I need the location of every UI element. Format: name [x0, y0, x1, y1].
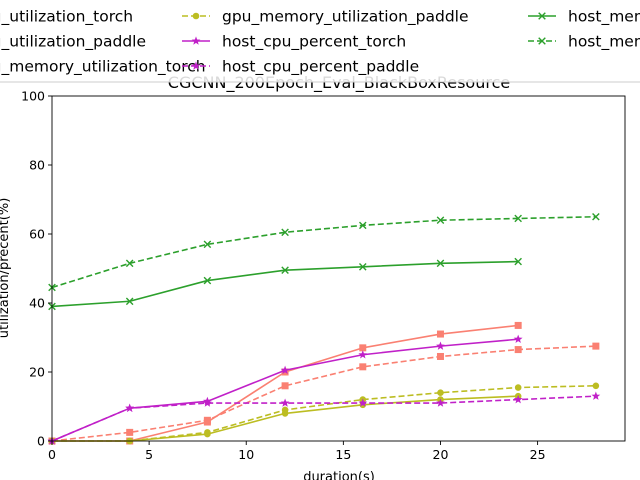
legend-item: gpu_memory_utilization_torch [0, 58, 206, 77]
y-tick-label: 100 [21, 89, 45, 104]
legend-label: gpu_utilization_paddle [0, 33, 146, 52]
legend-item: gpu_utilization_paddle [0, 33, 146, 52]
data-point [203, 416, 211, 424]
series-host_cpu_percent_paddle [47, 391, 601, 445]
legend-label: host_memory_utilization_torch [568, 8, 640, 27]
data-point [592, 212, 600, 221]
data-point [359, 363, 367, 371]
x-tick-label: 0 [48, 447, 56, 462]
x-tick-label: 15 [335, 447, 351, 462]
legend: gpu_utilization_torch gpu_utilization_pad… [0, 0, 640, 83]
legend-label: host_cpu_percent_torch [222, 33, 406, 52]
y-tick-label: 0 [37, 434, 45, 449]
axes: 0 5 10 15 20 25 0 20 40 60 80 100 [21, 89, 626, 462]
data-point [514, 214, 522, 223]
data-point [281, 228, 289, 237]
data-point [358, 398, 368, 407]
y-axis-label: utilization/precent(%) [0, 198, 12, 339]
legend-label: gpu_memory_utilization_torch [0, 58, 206, 77]
y-tick-label: 40 [29, 296, 45, 311]
data-point [513, 334, 523, 343]
legend-item: host_memory_utilization_torch [528, 8, 640, 27]
legend-label: host_cpu_percent_paddle [222, 58, 419, 77]
data-point [514, 384, 522, 391]
data-point [280, 398, 290, 407]
data-point [281, 382, 289, 390]
data-point [358, 221, 367, 230]
legend-marker [191, 61, 201, 70]
series-host_cpu_percent_torch [47, 334, 523, 445]
data-point [436, 330, 444, 338]
data-point [514, 346, 522, 354]
data-point [125, 403, 135, 412]
data-point [281, 406, 289, 414]
data-point [204, 429, 211, 436]
series-line [51, 338, 519, 442]
data-point [592, 382, 600, 390]
data-point [203, 398, 212, 407]
series-line [51, 215, 596, 289]
data-point [591, 391, 601, 400]
axes-frame [51, 95, 626, 442]
series-line [51, 395, 596, 442]
data-point [126, 428, 134, 436]
data-point [513, 395, 523, 404]
data-point [592, 342, 600, 350]
legend-item: host_cpu_percent_torch [182, 33, 406, 52]
series-line [52, 385, 596, 442]
x-tick-label: 25 [530, 447, 546, 462]
legend-item: gpu_memory_utilization_paddle [182, 8, 469, 27]
data-point [280, 365, 290, 374]
legend-box [0, 0, 640, 83]
legend-marker [538, 37, 546, 45]
legend-item: gpu_utilization_torch [0, 8, 133, 27]
data-point [437, 389, 444, 397]
legend-item: host_cpu_percent_paddle [182, 58, 419, 77]
data-point [514, 321, 522, 329]
data-point [125, 259, 134, 268]
data-point [514, 257, 522, 266]
data-point [358, 262, 367, 271]
y-tick-label: 80 [29, 158, 45, 173]
x-tick-label: 10 [238, 447, 254, 462]
series-host_memory_utilization_torch [48, 257, 522, 311]
data-point [125, 297, 134, 306]
data-point [359, 344, 367, 352]
data-point [436, 352, 444, 360]
data-point [281, 266, 289, 275]
x-tick-label: 5 [145, 447, 153, 462]
legend-marker [191, 36, 201, 45]
series-line [51, 260, 519, 308]
data-point [203, 240, 212, 249]
series-line [51, 345, 596, 442]
data-point [436, 398, 445, 407]
y-tick-label: 60 [29, 227, 45, 242]
data-point [436, 259, 445, 268]
data-point [436, 341, 445, 350]
data-point [203, 276, 212, 285]
x-tick-label: 20 [433, 447, 449, 462]
data-point [436, 216, 445, 224]
data-point [358, 350, 368, 359]
plot-area [47, 212, 601, 445]
x-axis-label: duration(s) [303, 470, 375, 480]
y-tick-label: 20 [29, 365, 45, 380]
series-host_memory_utilization_paddle [48, 212, 600, 292]
legend-marker [192, 12, 200, 20]
legend-marker [538, 12, 546, 20]
legend-label: gpu_memory_utilization_paddle [222, 8, 469, 27]
legend-label: gpu_utilization_torch [0, 8, 133, 27]
legend-item: host_memory_utilization_paddle [528, 33, 640, 52]
legend-label: host_memory_utilization_paddle [568, 33, 640, 52]
